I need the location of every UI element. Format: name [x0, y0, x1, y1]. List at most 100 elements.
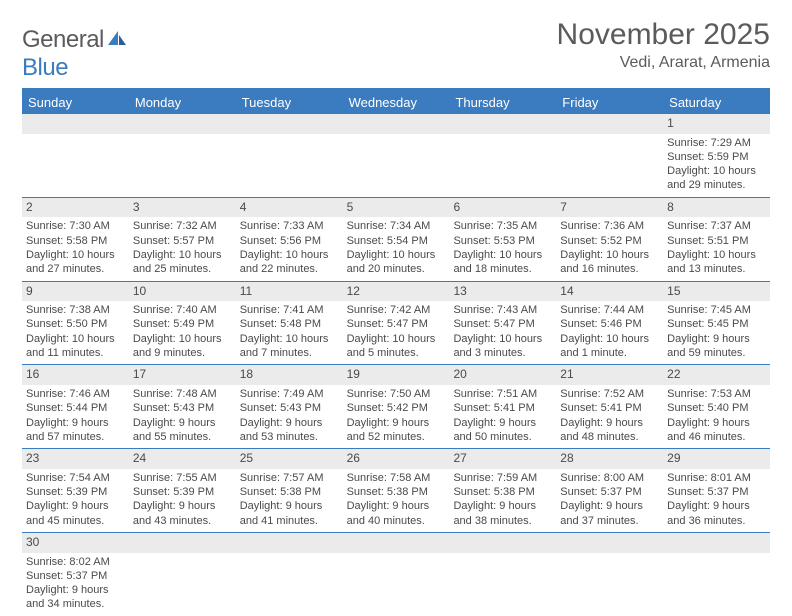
day-number: 29 [663, 449, 770, 469]
day-day2: and 5 minutes. [347, 346, 446, 360]
day-cell: 2Sunrise: 7:30 AMSunset: 5:58 PMDaylight… [22, 198, 129, 281]
day-sunrise: Sunrise: 7:37 AM [667, 219, 766, 233]
day-day2: and 22 minutes. [240, 262, 339, 276]
day-empty [129, 533, 236, 616]
day-day2: and 53 minutes. [240, 430, 339, 444]
day-body: Sunrise: 7:42 AMSunset: 5:47 PMDaylight:… [343, 301, 450, 364]
logo: GeneralBlue [22, 26, 128, 82]
day-number: 23 [22, 449, 129, 469]
day-cell: 10Sunrise: 7:40 AMSunset: 5:49 PMDayligh… [129, 282, 236, 365]
day-number: 24 [129, 449, 236, 469]
day-day1: Daylight: 9 hours [560, 499, 659, 513]
day-number [663, 533, 770, 553]
logo-word1: General [22, 26, 104, 53]
day-number [343, 533, 450, 553]
day-sunrise: Sunrise: 7:30 AM [26, 219, 125, 233]
day-cell: 30Sunrise: 8:02 AMSunset: 5:37 PMDayligh… [22, 533, 129, 616]
day-number [129, 533, 236, 553]
day-body: Sunrise: 7:59 AMSunset: 5:38 PMDaylight:… [449, 469, 556, 532]
day-body: Sunrise: 8:02 AMSunset: 5:37 PMDaylight:… [22, 553, 129, 616]
day-cell: 7Sunrise: 7:36 AMSunset: 5:52 PMDaylight… [556, 198, 663, 281]
day-number: 15 [663, 282, 770, 302]
day-day2: and 48 minutes. [560, 430, 659, 444]
weekday-sunday: Sunday [22, 91, 129, 114]
day-sunrise: Sunrise: 8:00 AM [560, 471, 659, 485]
day-sunrise: Sunrise: 7:42 AM [347, 303, 446, 317]
day-body: Sunrise: 7:30 AMSunset: 5:58 PMDaylight:… [22, 217, 129, 280]
day-sunrise: Sunrise: 7:40 AM [133, 303, 232, 317]
day-number: 9 [22, 282, 129, 302]
week-row: 9Sunrise: 7:38 AMSunset: 5:50 PMDaylight… [22, 282, 770, 366]
day-number: 17 [129, 365, 236, 385]
day-cell: 24Sunrise: 7:55 AMSunset: 5:39 PMDayligh… [129, 449, 236, 532]
day-day2: and 43 minutes. [133, 514, 232, 528]
day-empty [556, 533, 663, 616]
day-sunset: Sunset: 5:37 PM [26, 569, 125, 583]
day-day1: Daylight: 10 hours [453, 332, 552, 346]
day-empty [343, 533, 450, 616]
day-sunset: Sunset: 5:39 PM [133, 485, 232, 499]
day-sunset: Sunset: 5:51 PM [667, 234, 766, 248]
day-number: 6 [449, 198, 556, 218]
day-day2: and 11 minutes. [26, 346, 125, 360]
day-day2: and 9 minutes. [133, 346, 232, 360]
day-body: Sunrise: 7:54 AMSunset: 5:39 PMDaylight:… [22, 469, 129, 532]
day-body: Sunrise: 7:29 AMSunset: 5:59 PMDaylight:… [663, 134, 770, 197]
day-cell: 15Sunrise: 7:45 AMSunset: 5:45 PMDayligh… [663, 282, 770, 365]
day-sunrise: Sunrise: 7:58 AM [347, 471, 446, 485]
day-number: 14 [556, 282, 663, 302]
day-number: 19 [343, 365, 450, 385]
day-sunset: Sunset: 5:48 PM [240, 317, 339, 331]
day-sunset: Sunset: 5:39 PM [26, 485, 125, 499]
day-day1: Daylight: 9 hours [560, 416, 659, 430]
day-body: Sunrise: 7:37 AMSunset: 5:51 PMDaylight:… [663, 217, 770, 280]
day-empty [236, 114, 343, 197]
day-number: 8 [663, 198, 770, 218]
day-sunset: Sunset: 5:38 PM [347, 485, 446, 499]
day-body: Sunrise: 7:32 AMSunset: 5:57 PMDaylight:… [129, 217, 236, 280]
week-row: 2Sunrise: 7:30 AMSunset: 5:58 PMDaylight… [22, 198, 770, 282]
day-day1: Daylight: 9 hours [26, 499, 125, 513]
day-sunrise: Sunrise: 7:41 AM [240, 303, 339, 317]
weekday-tuesday: Tuesday [236, 91, 343, 114]
day-day2: and 38 minutes. [453, 514, 552, 528]
day-sunrise: Sunrise: 7:29 AM [667, 136, 766, 150]
day-empty [236, 533, 343, 616]
day-number: 25 [236, 449, 343, 469]
day-sunrise: Sunrise: 7:36 AM [560, 219, 659, 233]
day-cell: 27Sunrise: 7:59 AMSunset: 5:38 PMDayligh… [449, 449, 556, 532]
day-day1: Daylight: 9 hours [26, 416, 125, 430]
day-body: Sunrise: 7:58 AMSunset: 5:38 PMDaylight:… [343, 469, 450, 532]
day-body: Sunrise: 7:43 AMSunset: 5:47 PMDaylight:… [449, 301, 556, 364]
day-body: Sunrise: 7:57 AMSunset: 5:38 PMDaylight:… [236, 469, 343, 532]
day-body: Sunrise: 8:01 AMSunset: 5:37 PMDaylight:… [663, 469, 770, 532]
day-day2: and 52 minutes. [347, 430, 446, 444]
day-number: 26 [343, 449, 450, 469]
day-sunrise: Sunrise: 7:57 AM [240, 471, 339, 485]
day-sunset: Sunset: 5:45 PM [667, 317, 766, 331]
day-number: 10 [129, 282, 236, 302]
day-day1: Daylight: 9 hours [453, 499, 552, 513]
day-day2: and 27 minutes. [26, 262, 125, 276]
day-body: Sunrise: 7:52 AMSunset: 5:41 PMDaylight:… [556, 385, 663, 448]
day-body: Sunrise: 7:53 AMSunset: 5:40 PMDaylight:… [663, 385, 770, 448]
day-day1: Daylight: 9 hours [667, 332, 766, 346]
day-day2: and 7 minutes. [240, 346, 339, 360]
day-day2: and 50 minutes. [453, 430, 552, 444]
day-day1: Daylight: 9 hours [133, 416, 232, 430]
day-day2: and 57 minutes. [26, 430, 125, 444]
day-body: Sunrise: 7:45 AMSunset: 5:45 PMDaylight:… [663, 301, 770, 364]
day-empty [556, 114, 663, 197]
day-cell: 26Sunrise: 7:58 AMSunset: 5:38 PMDayligh… [343, 449, 450, 532]
day-empty [129, 114, 236, 197]
day-sunset: Sunset: 5:38 PM [240, 485, 339, 499]
day-body: Sunrise: 7:55 AMSunset: 5:39 PMDaylight:… [129, 469, 236, 532]
day-cell: 8Sunrise: 7:37 AMSunset: 5:51 PMDaylight… [663, 198, 770, 281]
week-row: 16Sunrise: 7:46 AMSunset: 5:44 PMDayligh… [22, 365, 770, 449]
day-sunset: Sunset: 5:42 PM [347, 401, 446, 415]
day-sunset: Sunset: 5:37 PM [667, 485, 766, 499]
day-day2: and 45 minutes. [26, 514, 125, 528]
day-day2: and 34 minutes. [26, 597, 125, 611]
day-day2: and 18 minutes. [453, 262, 552, 276]
day-sunrise: Sunrise: 7:54 AM [26, 471, 125, 485]
